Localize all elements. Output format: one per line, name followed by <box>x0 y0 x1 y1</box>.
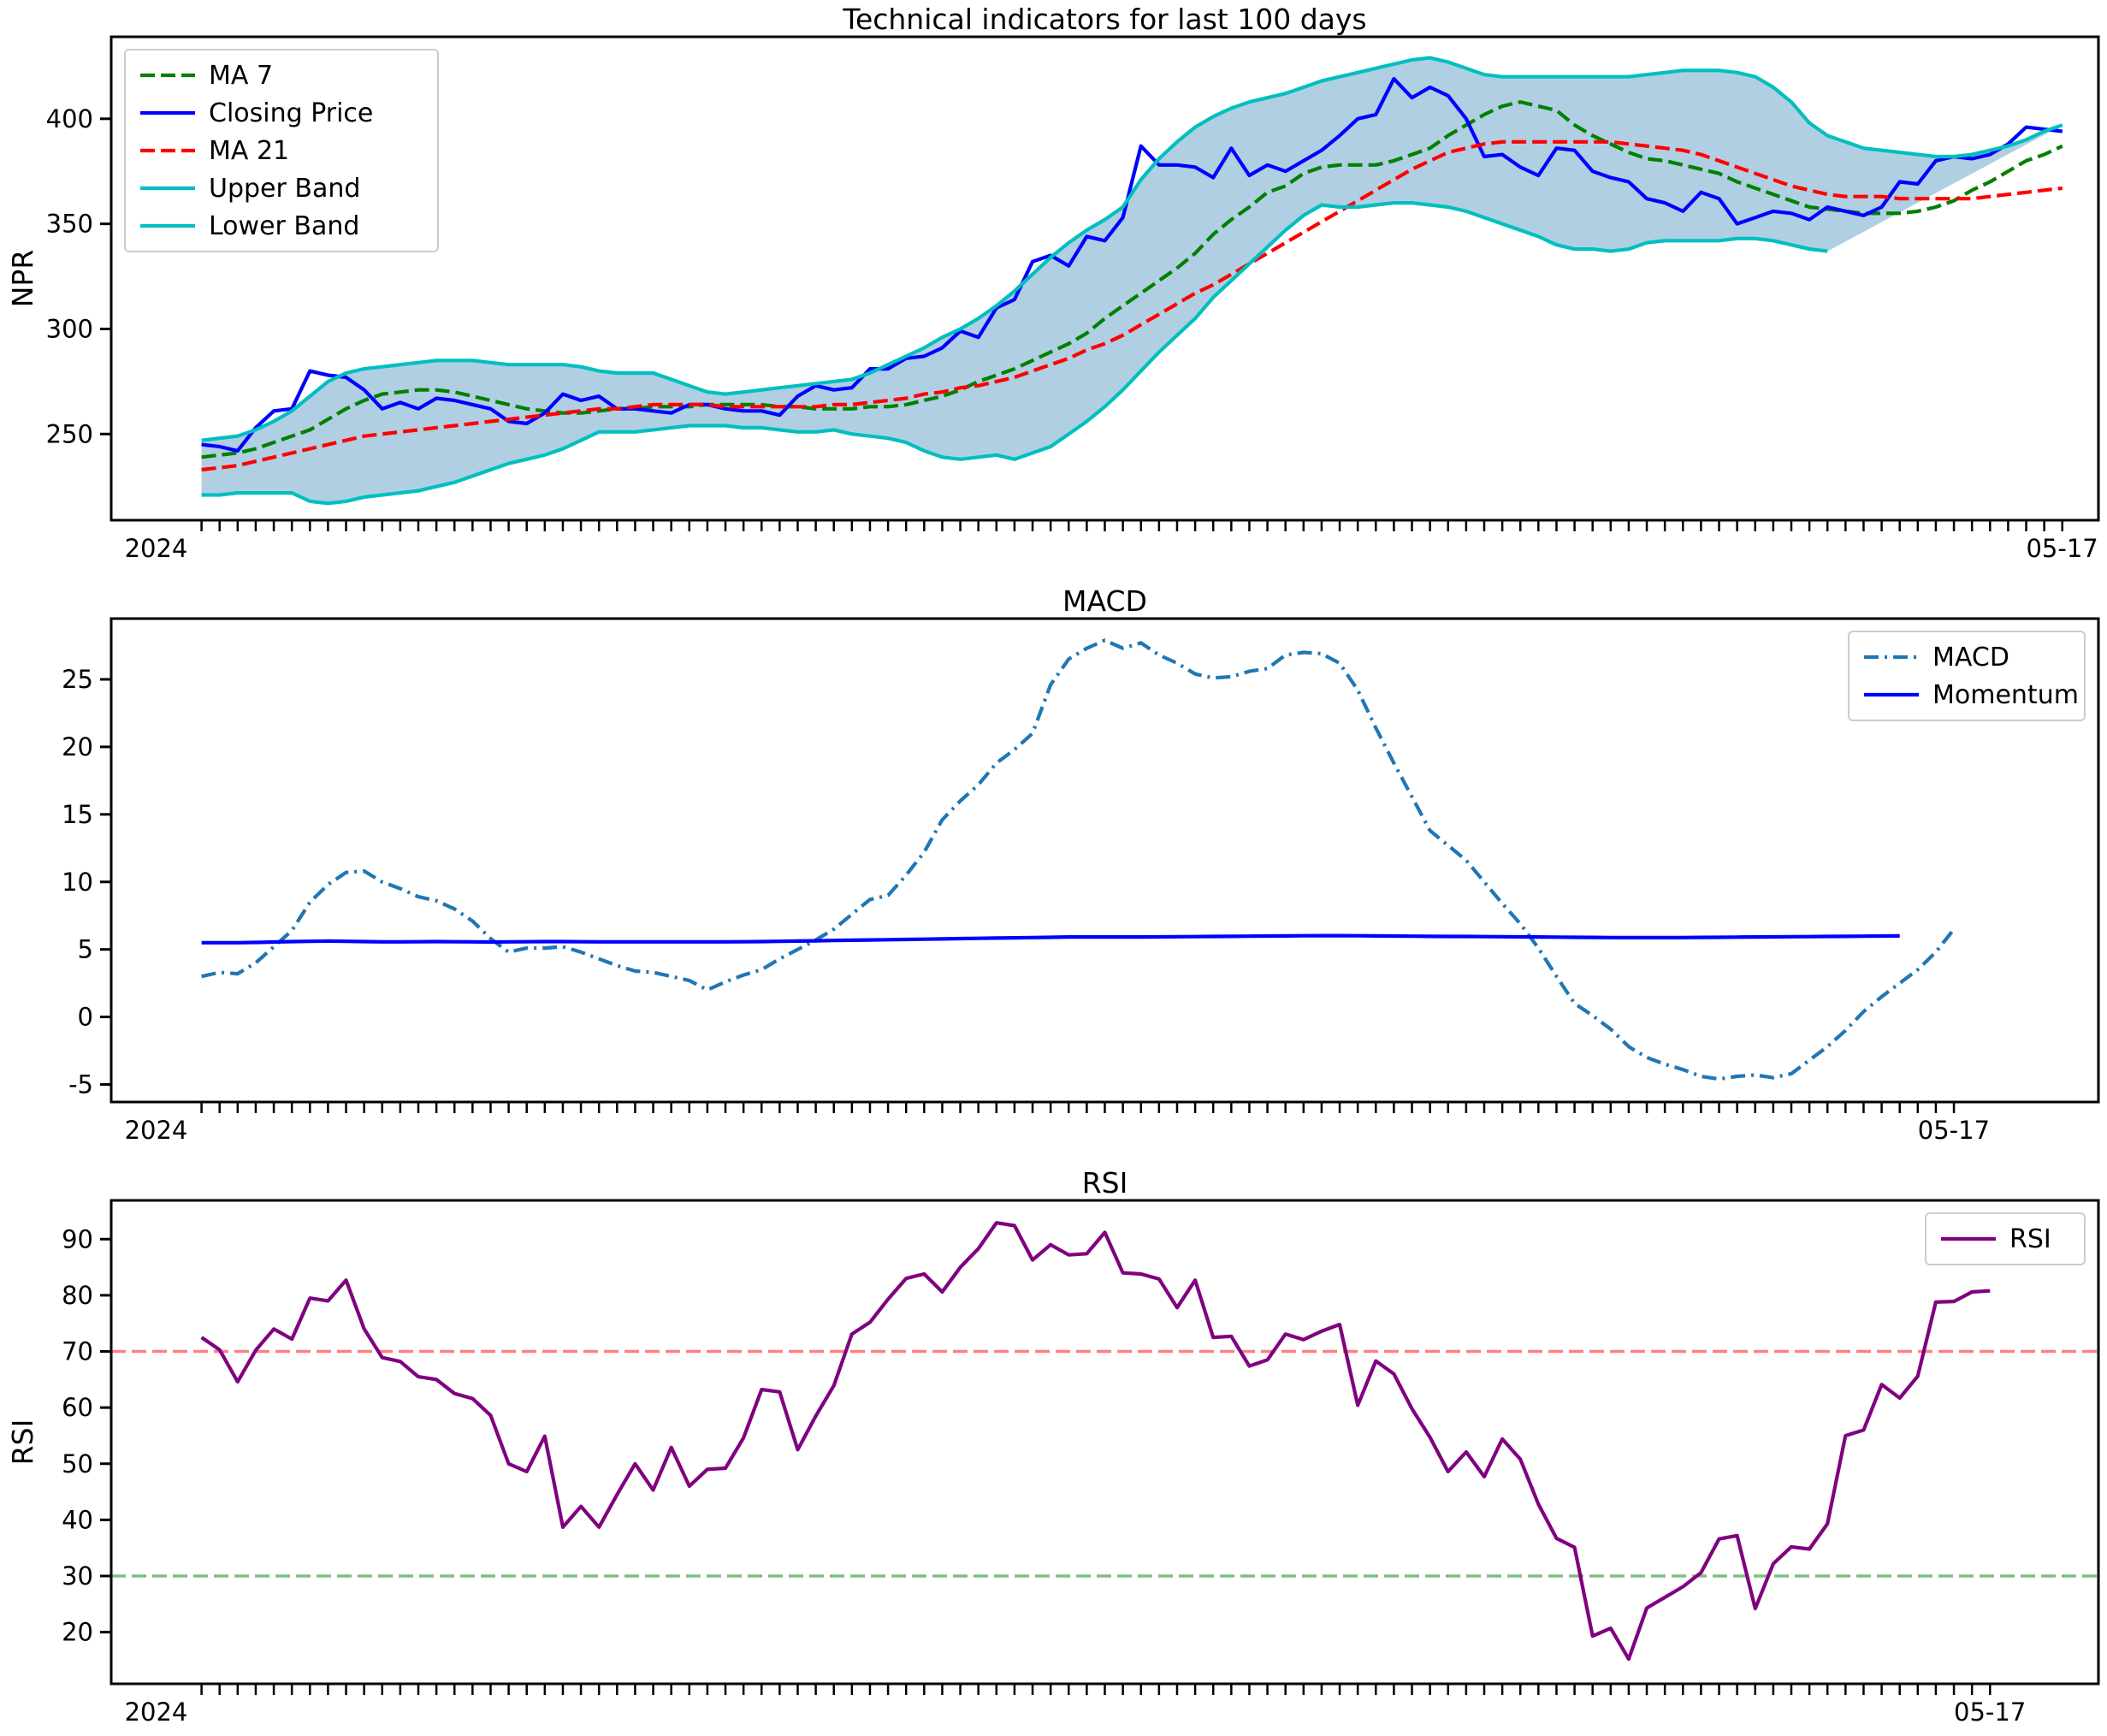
y-tick-label: 350 <box>46 210 93 239</box>
legend-box <box>1848 631 2086 721</box>
series-line-momentum <box>201 933 1900 945</box>
legend-label: Closing Price <box>209 98 373 128</box>
y-tick-label: 10 <box>62 868 93 897</box>
legend-box <box>1925 1212 2086 1265</box>
legend-label: RSI <box>2009 1224 2051 1254</box>
series-line-ma-7 <box>201 100 2063 459</box>
macd-chart-panel: -5 0 5 10 15 20 25 2024 05-17 MACD MACD Momentum <box>62 584 2100 1145</box>
series-line-lower-band <box>201 201 1828 506</box>
chart-title: MACD <box>1062 584 1147 618</box>
x-tick-label-first: 2024 <box>125 1697 188 1727</box>
legend-label: Upper Band <box>209 174 360 204</box>
plot-frame <box>109 617 2100 1104</box>
x-tick-label-first: 2024 <box>125 1116 188 1145</box>
legend-label: MA 7 <box>209 61 273 91</box>
x-tick-label-first: 2024 <box>125 534 188 563</box>
legend-box <box>124 49 439 252</box>
series-line-upper-band <box>201 56 2063 442</box>
y-tick-label: 20 <box>62 732 93 761</box>
plot-frame <box>109 1199 2100 1686</box>
y-axis-label: NPR <box>6 250 39 308</box>
y-tick-label: 70 <box>62 1337 93 1366</box>
x-tick-label-last: 05-17 <box>2026 534 2098 563</box>
y-tick-label: 30 <box>62 1561 93 1591</box>
y-tick-label: 25 <box>62 665 93 694</box>
legend-label: Lower Band <box>209 211 359 241</box>
legend-label: MACD <box>1932 643 2009 672</box>
rsi-chart-panel: 20 30 40 50 60 70 80 90 2024 05-17 RSI RSI RSI <box>6 1166 2100 1727</box>
y-tick-label: 300 <box>46 314 93 343</box>
y-tick-label: 90 <box>62 1224 93 1253</box>
y-axis-label: RSI <box>6 1419 39 1466</box>
y-tick-label: 15 <box>62 800 93 829</box>
chart-title: Technical indicators for last 100 days <box>842 3 1366 36</box>
x-tick-label-last: 05-17 <box>1918 1116 1990 1145</box>
legend-label: MA 21 <box>209 136 289 166</box>
y-tick-label: 80 <box>62 1281 93 1310</box>
y-tick-label: 60 <box>62 1393 93 1422</box>
bollinger-band-fill <box>201 57 2063 504</box>
series-line-rsi <box>200 1221 1991 1662</box>
y-tick-label: -5 <box>68 1069 93 1099</box>
legend: RSI <box>1925 1212 2086 1265</box>
legend: MA 7 Closing Price MA 21 Upper Band Lower Ba… <box>124 49 439 252</box>
x-tick-label-last: 05-17 <box>1954 1697 2026 1727</box>
y-tick-label: 5 <box>78 935 93 964</box>
y-tick-label: 0 <box>78 1003 93 1032</box>
y-tick-label: 250 <box>46 419 93 448</box>
y-tick-label: 50 <box>62 1449 93 1478</box>
y-tick-label: 40 <box>62 1505 93 1534</box>
legend-label: Momentum <box>1932 680 2079 710</box>
price-chart-panel: 250 300 350 400 2024 05-17 Technical indicator… <box>6 3 2100 563</box>
series-line-macd <box>201 638 1956 1081</box>
y-tick-label: 20 <box>62 1618 93 1647</box>
chart-title: RSI <box>1082 1166 1128 1200</box>
legend: MACD Momentum <box>1848 631 2086 721</box>
series-line-closing-price <box>201 76 2063 453</box>
y-tick-label: 400 <box>46 104 93 133</box>
series-line-ma-21 <box>201 139 2063 472</box>
